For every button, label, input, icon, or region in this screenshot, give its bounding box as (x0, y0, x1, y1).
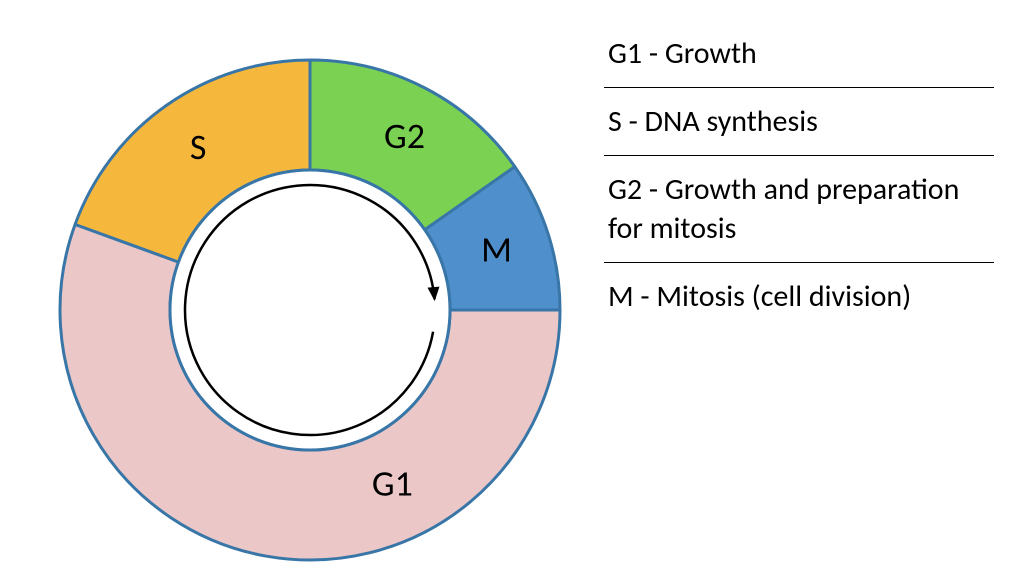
legend-row-m: M - Mitosis (cell division) (604, 263, 994, 330)
cell-cycle-donut-chart: M G2 S G1 (40, 20, 580, 560)
slice-label-g1: G1 (372, 461, 413, 505)
slice-label-g2: G2 (384, 114, 425, 158)
legend-row-g1: G1 - Growth (604, 20, 994, 88)
slice-label-m: M (481, 228, 512, 272)
slice-label-s: S (190, 125, 207, 169)
diagram-container: M G2 S G1 G1 - Growth S - DNA synthesis G2 … (0, 0, 1024, 581)
legend: G1 - Growth S - DNA synthesis G2 - Growt… (604, 20, 994, 330)
legend-row-g2: G2 - Growth and preparation for mitosis (604, 156, 994, 263)
legend-row-s: S - DNA synthesis (604, 88, 994, 156)
donut-hole (170, 170, 450, 450)
